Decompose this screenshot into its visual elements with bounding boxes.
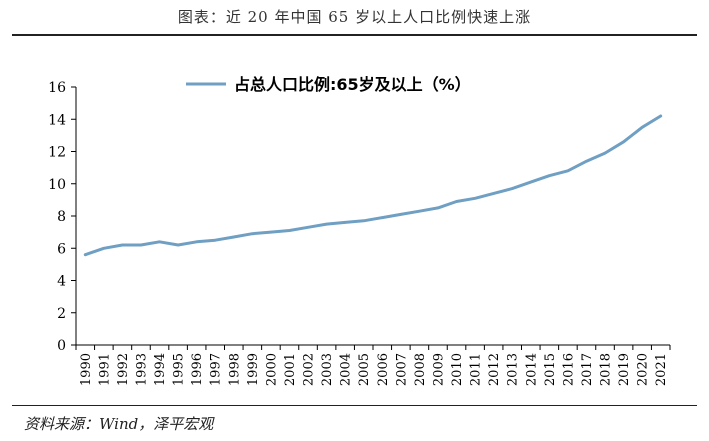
data-point	[418, 209, 421, 213]
x-tick-label: 1996	[190, 353, 205, 386]
x-tick-label: 2007	[394, 353, 409, 386]
x-tick-label: 2011	[469, 353, 484, 386]
x-tick-label: 2016	[561, 353, 576, 386]
y-tick-label: 16	[48, 80, 66, 96]
y-tick-label: 2	[57, 306, 66, 322]
x-tick-label: 2015	[543, 353, 558, 386]
data-point	[176, 243, 180, 247]
x-tick-label: 2003	[320, 353, 335, 386]
data-point	[399, 213, 403, 216]
x-tick-label: 2006	[376, 353, 391, 386]
data-point	[251, 232, 254, 235]
data-point	[381, 216, 384, 219]
data-point	[455, 200, 458, 203]
x-tick-label: 1993	[134, 353, 149, 386]
data-point	[659, 114, 662, 118]
data-point	[362, 219, 365, 223]
source-note: 资料来源：Wind，泽平宏观	[24, 415, 214, 433]
data-point	[269, 230, 273, 234]
y-tick-label: 6	[57, 241, 66, 257]
x-tick-label: 2000	[264, 353, 279, 386]
y-tick-label: 4	[57, 274, 66, 290]
x-axis: 1990 1991 1992 1993 1994 1995 1996 1997 1998 1999…	[75, 344, 671, 386]
x-tick-label: 1999	[246, 353, 261, 386]
x-tick-label: 2002	[302, 353, 317, 386]
y-tick-label: 12	[48, 145, 66, 161]
x-tick-label: 2004	[339, 353, 354, 386]
x-tick-label: 2005	[357, 353, 372, 386]
data-point	[121, 243, 124, 247]
data-point	[139, 243, 143, 247]
x-tick-label: 2012	[487, 353, 502, 386]
x-tick-label: 1995	[172, 353, 187, 386]
data-point	[566, 169, 570, 173]
data-point	[640, 126, 644, 129]
x-tick-label: 2019	[617, 353, 632, 386]
y-axis: 0 2 4 6 8 10 12 14 16	[48, 80, 77, 354]
x-tick-label: 2013	[506, 353, 521, 386]
data-point	[492, 192, 495, 195]
legend: 占总人口比例:65岁及以上（%）	[186, 75, 471, 94]
x-tick-label: 2018	[599, 353, 614, 386]
figure-title: 图表：近 20 年中国 65 岁以上人口比例快速上涨	[177, 8, 532, 26]
y-tick-label: 14	[48, 112, 66, 128]
legend-label: 占总人口比例:65岁及以上（%）	[234, 75, 471, 94]
y-tick-label: 10	[48, 177, 66, 193]
data-point	[325, 222, 328, 226]
x-tick-label: 2020	[636, 353, 651, 386]
x-tick-label: 2021	[654, 353, 669, 386]
data-point	[603, 151, 607, 155]
data-point	[306, 226, 310, 229]
x-tick-label: 2017	[580, 353, 595, 386]
y-tick-label: 8	[57, 209, 66, 225]
top-rule	[12, 34, 697, 36]
data-point	[84, 253, 87, 256]
series-group	[83, 114, 663, 257]
data-point	[585, 159, 588, 163]
data-point	[158, 240, 161, 243]
x-tick-label: 1991	[97, 353, 112, 386]
x-tick-label: 1998	[227, 353, 242, 386]
x-tick-label: 1992	[116, 353, 131, 386]
data-point	[288, 229, 291, 232]
series-line	[83, 114, 663, 257]
data-point	[548, 174, 551, 177]
data-point	[473, 197, 477, 200]
data-point	[102, 247, 106, 250]
x-tick-label: 1990	[79, 353, 94, 386]
x-tick-label: 1994	[153, 353, 168, 386]
x-tick-label: 1997	[209, 353, 224, 386]
bottom-rule	[12, 405, 697, 406]
x-tick-label: 2010	[450, 353, 465, 386]
x-tick-label: 2008	[413, 353, 428, 386]
x-tick-label: 2009	[431, 353, 446, 386]
x-tick-label: 2014	[524, 353, 539, 386]
data-point	[195, 240, 198, 243]
data-point	[343, 221, 347, 224]
x-tick-label: 2001	[283, 353, 298, 386]
data-point	[511, 187, 514, 190]
data-point	[214, 238, 217, 242]
data-point	[529, 180, 532, 184]
y-tick-label: 0	[57, 338, 66, 354]
data-point	[436, 206, 440, 210]
data-point	[622, 140, 625, 144]
data-point	[232, 235, 235, 239]
